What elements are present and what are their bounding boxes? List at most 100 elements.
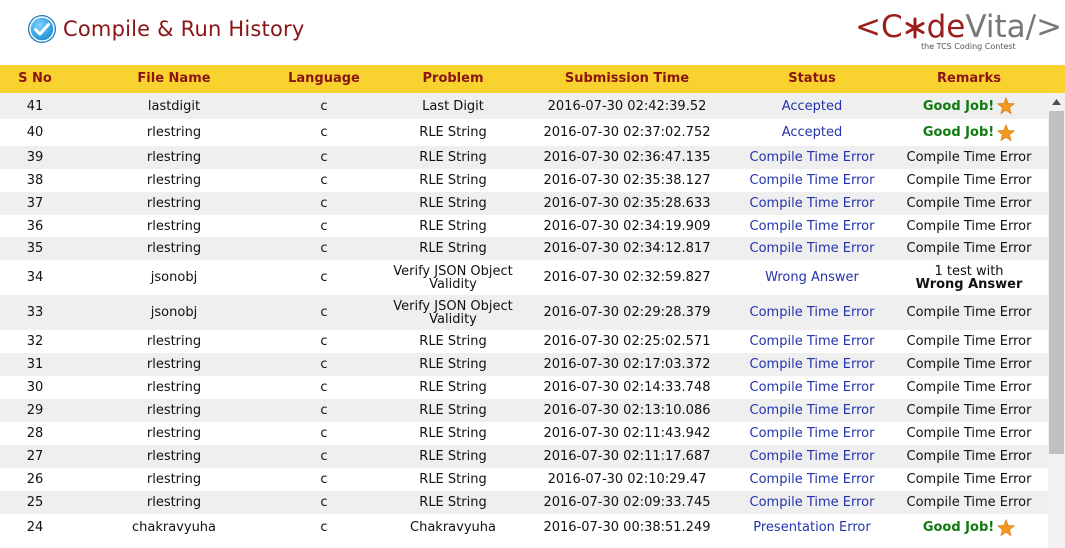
cell-status: Accepted: [718, 93, 906, 119]
cell-lang: c: [278, 169, 370, 192]
problem-text: RLE String: [419, 218, 487, 234]
status-text[interactable]: Compile Time Error: [749, 472, 875, 487]
status-text[interactable]: Compile Time Error: [749, 380, 875, 395]
table-row: 30 rlestring c RLE String 2016-07-30 02:14:3…: [0, 376, 1048, 399]
file-text: rlestring: [146, 472, 202, 487]
problem-text: RLE String: [419, 495, 487, 510]
table-header: S No File Name Language Problem Submissi…: [0, 65, 1065, 93]
status-text[interactable]: Accepted: [781, 125, 843, 140]
cell-file: rlestring: [70, 237, 278, 260]
status-text[interactable]: Compile Time Error: [749, 357, 875, 372]
remark-text: Compile Time Error: [906, 334, 1032, 349]
time-text: 2016-07-30 02:11:43.942: [543, 426, 711, 441]
status-text[interactable]: Compile Time Error: [749, 495, 875, 510]
time-text: 2016-07-30 02:25:02.571: [543, 334, 711, 349]
status-text[interactable]: Compile Time Error: [749, 426, 875, 441]
cell-status: Wrong Answer: [718, 260, 906, 295]
status-text[interactable]: Compile Time Error: [749, 218, 875, 234]
remark-text: Compile Time Error: [906, 150, 1032, 165]
table-row: 32 rlestring c RLE String 2016-07-30 02:25:0…: [0, 330, 1048, 353]
status-text[interactable]: Wrong Answer: [765, 270, 859, 285]
file-text: rlestring: [146, 357, 202, 372]
cell-lang: c: [278, 491, 370, 514]
sno-text: 36: [26, 218, 44, 234]
status-text[interactable]: Compile Time Error: [749, 173, 875, 188]
status-text[interactable]: Compile Time Error: [749, 403, 875, 418]
lang-text: c: [320, 380, 328, 395]
cell-status: Compile Time Error: [718, 491, 906, 514]
status-text[interactable]: Compile Time Error: [749, 150, 875, 165]
sno-text: 30: [26, 380, 44, 395]
sno-text: 34: [26, 270, 44, 285]
cell-lang: c: [278, 215, 370, 237]
problem-text: RLE String: [419, 449, 487, 464]
problem-text: RLE String: [419, 241, 487, 256]
cell-problem: RLE String: [370, 215, 536, 237]
cell-lang: c: [278, 295, 370, 330]
cell-remark: Compile Time Error: [906, 445, 1032, 468]
cell-remark: Compile Time Error: [906, 192, 1032, 215]
status-text[interactable]: Compile Time Error: [749, 305, 875, 320]
cell-file: rlestring: [70, 330, 278, 353]
table-row: 33 jsonobj c Verify JSON Object Validity 201…: [0, 295, 1048, 330]
page-header: Compile & Run History <C deVita/> the TC…: [0, 0, 1065, 65]
file-text: rlestring: [146, 403, 202, 418]
cell-sno: 36: [0, 215, 70, 237]
cell-file: rlestring: [70, 353, 278, 376]
cell-status: Compile Time Error: [718, 169, 906, 192]
cell-problem: RLE String: [370, 119, 536, 146]
vertical-scrollbar[interactable]: [1048, 93, 1065, 548]
remark-good-job: Good Job!: [922, 520, 995, 535]
cell-time: 2016-07-30 02:10:29.47: [536, 468, 718, 491]
cell-remark: Compile Time Error: [906, 468, 1032, 491]
table-row: 27 rlestring c RLE String 2016-07-30 02:11:1…: [0, 445, 1048, 468]
time-text: 2016-07-30 00:38:51.249: [543, 520, 711, 535]
cell-problem: Chakravyuha: [370, 514, 536, 541]
status-text[interactable]: Compile Time Error: [749, 196, 875, 211]
time-text: 2016-07-30 02:34:12.817: [543, 241, 711, 256]
problem-text: Verify JSON Object Validity: [393, 298, 513, 327]
cell-status: Compile Time Error: [718, 376, 906, 399]
time-text: 2016-07-30 02:10:29.47: [547, 472, 707, 487]
cell-time: 2016-07-30 02:13:10.086: [536, 399, 718, 422]
star-icon: [997, 123, 1016, 141]
col-status: Status: [788, 71, 836, 86]
sno-text: 28: [26, 426, 44, 441]
logo-tagline: the TCS Coding Contest: [921, 42, 1016, 51]
cell-file: rlestring: [70, 146, 278, 169]
cell-lang: c: [278, 445, 370, 468]
cell-sno: 37: [0, 192, 70, 215]
sno-text: 26: [26, 472, 44, 487]
remark-text: Compile Time Error: [906, 426, 1032, 441]
cell-time: 2016-07-30 02:17:03.372: [536, 353, 718, 376]
cell-problem: RLE String: [370, 237, 536, 260]
remark-text: Compile Time Error: [906, 173, 1032, 188]
time-text: 2016-07-30 02:36:47.135: [543, 150, 711, 165]
time-text: 2016-07-30 02:11:17.687: [543, 449, 711, 464]
problem-text: Last Digit: [422, 98, 484, 114]
sno-text: 40: [26, 125, 44, 140]
status-text[interactable]: Compile Time Error: [749, 241, 875, 256]
cell-problem: Last Digit: [370, 93, 536, 119]
cell-file: lastdigit: [70, 93, 278, 119]
cell-problem: RLE String: [370, 399, 536, 422]
scrollbar-thumb[interactable]: [1049, 111, 1064, 454]
cell-time: 2016-07-30 02:42:39.52: [536, 93, 718, 119]
cell-problem: RLE String: [370, 192, 536, 215]
cell-time: 2016-07-30 02:11:17.687: [536, 445, 718, 468]
cell-lang: c: [278, 93, 370, 119]
col-submission-time: Submission Time: [564, 71, 690, 86]
cell-file: rlestring: [70, 491, 278, 514]
status-text[interactable]: Compile Time Error: [749, 449, 875, 464]
table-row: 41 lastdigit c Last Digit 2016-07-30 02:42:3…: [0, 93, 1048, 119]
sno-text: 38: [26, 173, 44, 188]
scroll-up-arrow-icon[interactable]: [1048, 93, 1065, 110]
cell-problem: RLE String: [370, 353, 536, 376]
status-text[interactable]: Compile Time Error: [749, 334, 875, 349]
status-text[interactable]: Accepted: [781, 98, 843, 114]
cell-remark: Good Job!: [906, 514, 1032, 541]
time-text: 2016-07-30 02:37:02.752: [543, 125, 711, 140]
cell-remark: Compile Time Error: [906, 169, 1032, 192]
problem-text: RLE String: [419, 403, 487, 418]
status-text[interactable]: Presentation Error: [753, 520, 871, 535]
